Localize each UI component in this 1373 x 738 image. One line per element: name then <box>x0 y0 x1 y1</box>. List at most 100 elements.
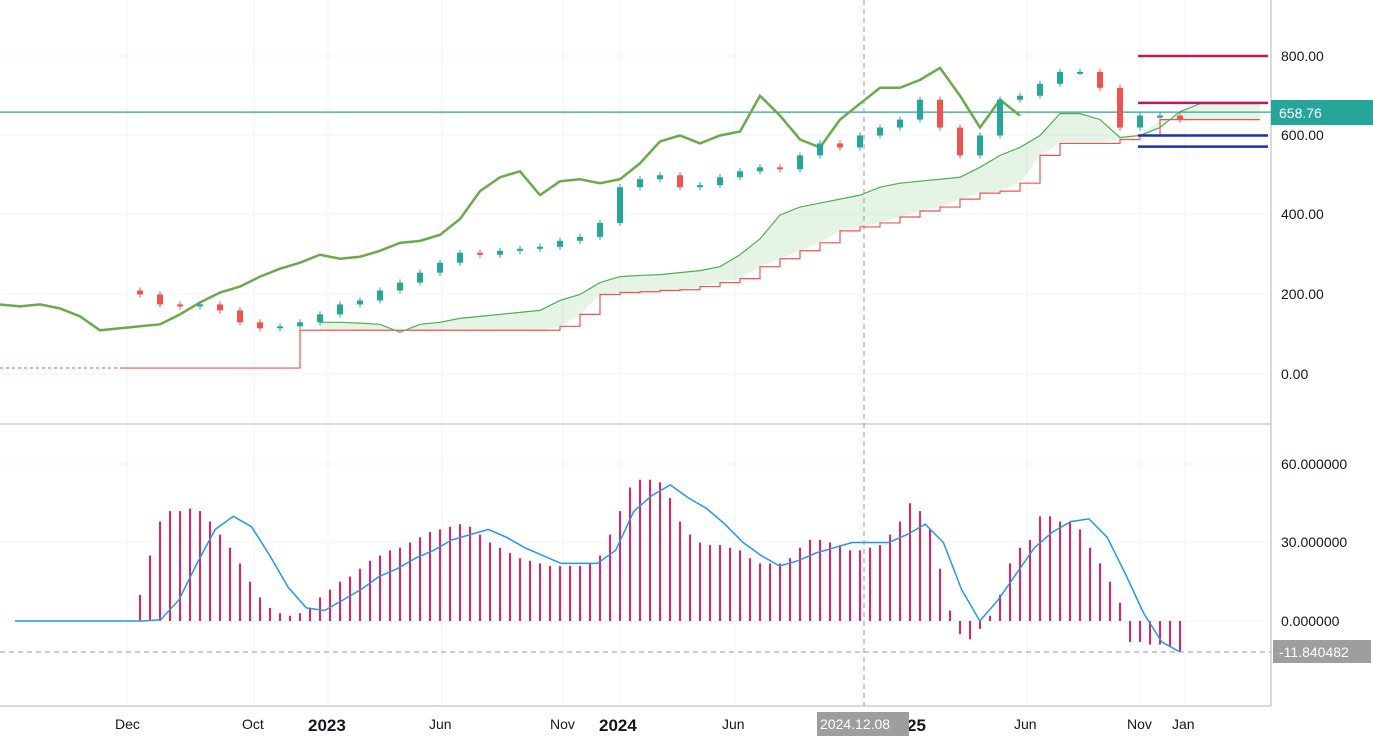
candle-body <box>597 222 603 237</box>
time-tick: Jan <box>1172 716 1195 732</box>
candle-body <box>277 326 283 329</box>
candle-body <box>417 272 423 283</box>
candle-body <box>997 99 1003 136</box>
histogram-bar <box>269 607 271 621</box>
candle-body <box>737 171 743 178</box>
candle-body <box>837 143 843 148</box>
histogram-bar <box>409 542 411 621</box>
candle-body <box>1057 71 1063 84</box>
histogram-bar <box>139 594 141 621</box>
candle-body <box>257 322 263 329</box>
histogram-bar <box>949 610 951 621</box>
candle-body <box>1017 95 1023 100</box>
candle-body <box>657 175 663 180</box>
time-tick: Jun <box>1014 716 1037 732</box>
histogram-bar <box>579 566 581 621</box>
histogram-bar <box>919 511 921 621</box>
histogram-bar <box>229 547 231 621</box>
macd-histogram <box>139 479 1181 653</box>
lagging-span <box>0 66 1021 332</box>
histogram-bar <box>789 558 791 621</box>
histogram-bar <box>909 503 911 621</box>
candle-body <box>157 294 163 305</box>
cloud-fill <box>320 103 1260 333</box>
span-b-line <box>120 118 1260 369</box>
candle-body <box>1137 115 1143 128</box>
candle-body <box>317 314 323 323</box>
histogram-bar <box>869 547 871 621</box>
candle-body <box>937 99 943 128</box>
osc-value-badge <box>1273 640 1371 663</box>
candle-body <box>297 322 303 327</box>
histogram-bar <box>359 568 361 621</box>
histogram-bar <box>899 521 901 621</box>
osc-value-label: -11.840482 <box>1279 644 1349 660</box>
osc-tick: 30.000000 <box>1281 534 1347 550</box>
histogram-bar <box>279 613 281 621</box>
histogram-bar <box>249 581 251 621</box>
osc-tick: 60.000000 <box>1281 456 1347 472</box>
signal-line <box>15 484 1181 653</box>
histogram-bar <box>1019 547 1021 621</box>
histogram-bar <box>989 615 991 621</box>
time-tick: Jun <box>722 716 745 732</box>
candle-body <box>1117 87 1123 128</box>
candle-body <box>1037 83 1043 96</box>
crosshair-date-badge <box>817 712 909 736</box>
histogram-bar <box>349 576 351 621</box>
histogram-bar <box>1059 521 1061 621</box>
candle-body <box>1157 115 1163 118</box>
histogram-bar <box>959 621 961 635</box>
candle-body <box>437 262 443 273</box>
histogram-bar <box>649 479 651 621</box>
macd-signal <box>15 484 1181 653</box>
histogram-bar <box>499 547 501 621</box>
histogram-bar <box>1159 621 1161 645</box>
histogram-bar <box>619 511 621 621</box>
last-price-badge <box>1271 100 1373 125</box>
candle-body <box>1077 71 1083 74</box>
y-axis-labels: 800.00 600.00 400.00 200.00 0.00 658.76 … <box>1271 48 1373 663</box>
histogram-bar <box>289 615 291 621</box>
histogram-bar <box>439 529 441 621</box>
candle-body <box>217 304 223 311</box>
candle-body <box>337 304 343 315</box>
histogram-bar <box>719 545 721 621</box>
histogram-bar <box>749 558 751 621</box>
candle-body <box>957 127 963 156</box>
histogram-bar <box>709 545 711 621</box>
candle-body <box>857 135 863 148</box>
candle-body <box>797 155 803 170</box>
histogram-bar <box>659 482 661 621</box>
x-axis-labels: Dec Oct 2023 Jun Nov 2024 Jun 25 Jun Nov… <box>115 712 1195 736</box>
histogram-bar <box>519 558 521 621</box>
time-tick: 25 <box>907 716 926 735</box>
histogram-bar <box>1049 516 1051 621</box>
histogram-bar <box>779 563 781 621</box>
histogram-bar <box>889 534 891 621</box>
histogram-bar <box>1029 539 1031 621</box>
histogram-bar <box>479 534 481 621</box>
histogram-bar <box>589 563 591 621</box>
histogram-bar <box>529 560 531 621</box>
histogram-bar <box>979 621 981 629</box>
candle-body <box>637 179 643 188</box>
histogram-bar <box>759 563 761 621</box>
candle-body <box>917 99 923 120</box>
span-a-line <box>320 103 1260 333</box>
candle-body <box>757 167 763 172</box>
candles <box>137 68 1183 332</box>
time-tick: Oct <box>242 716 264 732</box>
histogram-bar <box>929 529 931 621</box>
histogram-bar <box>1109 581 1111 621</box>
histogram-bar <box>809 539 811 621</box>
histogram-bar <box>219 534 221 621</box>
time-tick: 2023 <box>308 716 346 735</box>
histogram-bar <box>699 542 701 621</box>
histogram-bar <box>1099 563 1101 621</box>
time-tick: Jun <box>429 716 452 732</box>
histogram-bar <box>799 547 801 621</box>
candle-body <box>517 248 523 251</box>
candle-body <box>577 236 583 241</box>
